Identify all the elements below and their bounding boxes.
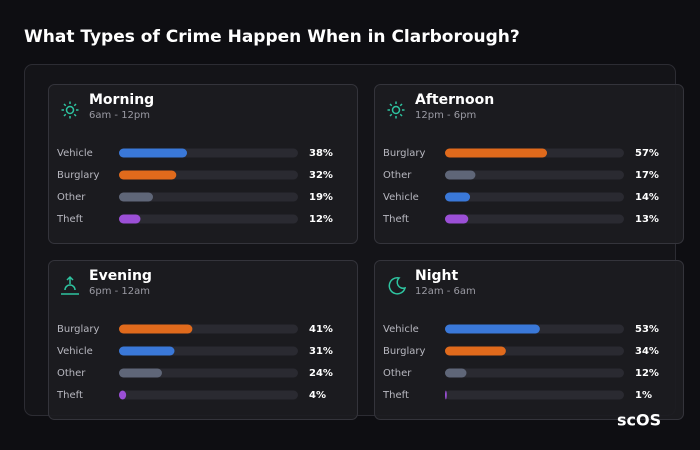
value-label: 38%: [309, 148, 333, 159]
category-label: Burglary: [383, 346, 425, 357]
bar: [119, 214, 141, 224]
bar-track: [119, 192, 298, 202]
icon: [63, 103, 67, 107]
category-label: Other: [383, 368, 412, 379]
bar: [445, 368, 467, 378]
bar: [445, 390, 447, 400]
bar: [445, 214, 469, 224]
bar-track: [445, 214, 624, 224]
value-label: 17%: [635, 170, 659, 181]
card-subtitle: 6am - 12pm: [89, 110, 150, 121]
category-label: Other: [57, 192, 86, 203]
bar: [119, 390, 127, 400]
card-subtitle: 12pm - 6pm: [415, 110, 476, 121]
value-label: 12%: [309, 214, 333, 225]
bar-track: [445, 390, 624, 400]
value-label: 24%: [309, 368, 333, 379]
card-bg: [374, 260, 684, 420]
value-label: 41%: [309, 324, 333, 335]
bar: [119, 368, 162, 378]
icon: [73, 113, 77, 117]
value-label: 1%: [635, 390, 652, 401]
value-label: 34%: [635, 346, 659, 357]
icon: [388, 277, 407, 295]
category-label: Theft: [382, 390, 409, 401]
icon: [73, 103, 77, 107]
icon: [61, 275, 79, 295]
card-bg: [48, 84, 358, 244]
icon: [389, 113, 393, 117]
card: Evening 6pm - 12am Burglary 41% Vehicle 31% Ot…: [48, 260, 358, 420]
card-bg: [374, 84, 684, 244]
card: Afternoon 12pm - 6pm Burglary 57% Other 17% Ve…: [374, 84, 684, 244]
bar-track: [119, 214, 298, 224]
card-subtitle: 12am - 6am: [415, 286, 476, 297]
value-label: 13%: [635, 214, 659, 225]
value-label: 4%: [309, 390, 326, 401]
card-title: Morning: [89, 92, 154, 108]
bar: [119, 346, 175, 356]
card-title: Night: [415, 268, 459, 284]
bar-track: [445, 170, 624, 180]
category-label: Vehicle: [383, 324, 419, 335]
category-label: Other: [383, 170, 412, 181]
card-subtitle: 6pm - 12am: [89, 286, 150, 297]
category-label: Theft: [56, 390, 83, 401]
logo: scOS: [617, 411, 661, 430]
bar: [119, 324, 193, 334]
icon: [389, 103, 393, 107]
card-bg: [48, 260, 358, 420]
value-label: 57%: [635, 148, 659, 159]
card-title: Evening: [89, 268, 152, 284]
card-title: Afternoon: [415, 92, 494, 108]
category-label: Burglary: [57, 324, 99, 335]
bar: [119, 170, 177, 180]
bar: [445, 192, 471, 202]
value-label: 32%: [309, 170, 333, 181]
value-label: 31%: [309, 346, 333, 357]
category-label: Vehicle: [383, 192, 419, 203]
bar-track: [445, 368, 624, 378]
icon: [63, 113, 67, 117]
icon: [65, 105, 75, 115]
card: Morning 6am - 12pm Vehicle 38% Burglary 32% Ot…: [48, 84, 358, 244]
value-label: 19%: [309, 192, 333, 203]
value-label: 12%: [635, 368, 659, 379]
page-title: What Types of Crime Happen When in Clarb…: [24, 27, 520, 47]
bar: [445, 148, 548, 158]
bar: [119, 148, 188, 158]
category-label: Other: [57, 368, 86, 379]
value-label: 14%: [635, 192, 659, 203]
icon: [391, 105, 401, 115]
bar-track: [445, 192, 624, 202]
category-label: Burglary: [383, 148, 425, 159]
bar-track: [119, 368, 298, 378]
category-label: Vehicle: [57, 346, 93, 357]
bar-track: [119, 390, 298, 400]
category-label: Vehicle: [57, 148, 93, 159]
card: Night 12am - 6am Vehicle 53% Burglary 34% Othe…: [374, 260, 684, 420]
category-label: Burglary: [57, 170, 99, 181]
bar: [119, 192, 154, 202]
bar: [445, 170, 476, 180]
icon: [399, 113, 403, 117]
bar: [445, 346, 506, 356]
bar: [445, 324, 540, 334]
icon: [399, 103, 403, 107]
category-label: Theft: [382, 214, 409, 225]
category-label: Theft: [56, 214, 83, 225]
value-label: 53%: [635, 324, 659, 335]
